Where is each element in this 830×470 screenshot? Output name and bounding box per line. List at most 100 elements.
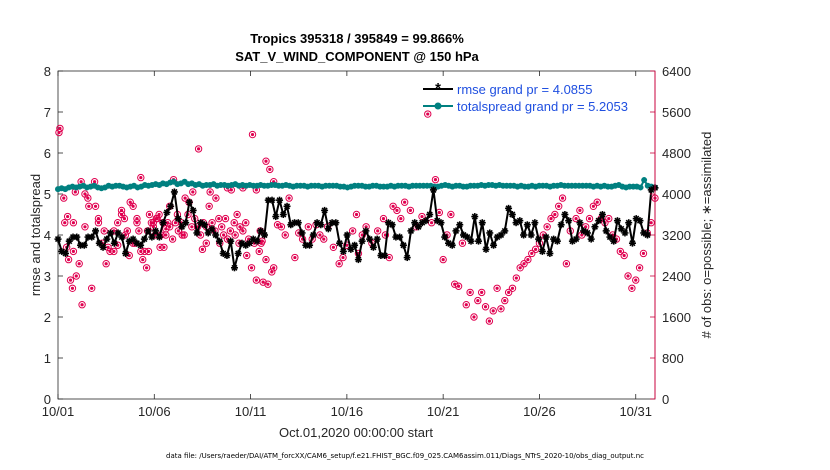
obs-assimilated-point <box>553 212 557 217</box>
rmse-point <box>73 233 81 241</box>
obs-possible-point <box>155 210 163 219</box>
right-axis: 0 800 1600 2400 3200 4000 4800 5600 6400 <box>650 64 691 407</box>
obs-possible-point <box>320 235 328 243</box>
obs-assimilated-point <box>641 251 646 256</box>
x-tick-label: 10/11 <box>235 404 267 419</box>
rmse-point <box>546 249 554 257</box>
obs-assimilated-point <box>618 249 622 253</box>
obs-possible-point <box>61 219 69 227</box>
obs-assimilated-point <box>238 225 242 229</box>
rmse-point <box>152 227 160 235</box>
y-tick-label: 7 <box>44 105 51 120</box>
obs-assimilated-point <box>233 233 237 237</box>
obs-possible-point <box>84 194 92 202</box>
obs-assimilated-point <box>587 217 592 221</box>
obs-assimilated-point <box>127 253 131 258</box>
obs-assimilated-point <box>345 243 349 247</box>
obs-possible-point <box>68 284 77 292</box>
rmse-point <box>336 239 344 247</box>
obs-assimilated-point <box>259 241 263 245</box>
obs-assimilated-point <box>143 249 147 253</box>
obs-assimilated-point <box>92 180 97 184</box>
rmse-point <box>163 208 171 216</box>
obs-assimilated-point <box>210 221 214 225</box>
obs-possible-point <box>94 219 103 227</box>
obs-assimilated-point <box>151 225 155 229</box>
obs-possible-point <box>162 231 170 239</box>
rmse-point <box>591 223 599 231</box>
obs-assimilated-point <box>217 217 221 221</box>
legend-spread-label: totalspread grand pr = 5.2053 <box>457 99 628 114</box>
rmse-point <box>167 202 175 210</box>
rmse-point <box>505 204 513 212</box>
rmse-point <box>223 252 231 259</box>
rmse-point <box>298 229 306 237</box>
obs-possible-point <box>174 227 183 235</box>
obs-possible-point <box>424 110 432 118</box>
y2-tick-label: 800 <box>662 351 684 366</box>
obs-possible-point <box>63 212 72 221</box>
obs-possible-point <box>551 210 559 219</box>
x-tick-label: 10/16 <box>331 404 364 419</box>
rmse-point <box>306 241 314 249</box>
obs-assimilated-point <box>476 299 480 303</box>
rmse-point <box>200 221 208 229</box>
obs-possible-point <box>135 227 143 235</box>
obs-assimilated-point <box>225 237 230 241</box>
obs-assimilated-point <box>483 305 488 309</box>
obs-assimilated-point <box>249 266 254 270</box>
obs-assimilated-point <box>137 229 141 233</box>
obs-assimilated-point <box>214 196 218 200</box>
rmse-point <box>527 231 535 239</box>
obs-assimilated-point <box>456 284 461 288</box>
obs-assimilated-point <box>510 286 515 290</box>
obs-possible-point <box>100 227 108 235</box>
rmse-point <box>159 219 167 227</box>
obs-possible-point <box>248 130 257 139</box>
rmse-point <box>279 211 287 218</box>
obs-assimilated-point <box>182 233 186 237</box>
obs-possible-point <box>639 249 648 258</box>
obs-assimilated-point <box>591 204 595 208</box>
obs-assimilated-point <box>157 212 161 217</box>
rmse-point <box>429 186 437 194</box>
obs-assimilated-point <box>331 245 335 249</box>
obs-assimilated-point <box>228 229 232 233</box>
rmse-point <box>185 198 193 206</box>
obs-assimilated-point <box>630 286 634 290</box>
obs-possible-point <box>194 145 203 153</box>
rmse-point <box>137 241 145 249</box>
rmse-point <box>448 241 456 249</box>
obs-assimilated-point <box>649 221 653 225</box>
legend-rmse-marker: * <box>435 80 441 97</box>
obs-assimilated-point <box>112 229 116 233</box>
rmse-point <box>595 217 603 225</box>
obs-assimilated-point <box>222 233 226 237</box>
y2-tick-label: 0 <box>662 392 669 407</box>
y-tick-label: 8 <box>44 64 51 79</box>
rmse-point <box>561 211 569 218</box>
obs-assimilated-point <box>564 262 569 266</box>
obs-possible-point <box>205 202 213 211</box>
obs-possible-point <box>153 214 161 223</box>
obs-assimilated-point <box>183 196 187 200</box>
obs-assimilated-point <box>518 266 522 270</box>
legend-rmse-label: rmse grand pr = 4.0855 <box>457 82 593 97</box>
obs-possible-point <box>114 219 122 227</box>
rmse-point <box>441 233 449 241</box>
obs-assimilated-point <box>264 258 268 262</box>
obs-possible-point <box>547 214 555 223</box>
obs-possible-point <box>352 210 361 219</box>
obs-assimilated-point <box>250 132 255 137</box>
rmse-point <box>557 221 565 229</box>
obs-assimilated-point <box>595 200 599 204</box>
obs-possible-point <box>291 253 299 262</box>
y-tick-label: 0 <box>44 392 51 407</box>
rmse-point <box>508 211 516 218</box>
rmse-point <box>388 221 396 229</box>
obs-assimilated-point <box>204 241 208 245</box>
obs-assimilated-point <box>190 225 194 229</box>
left-axis: 0 1 2 3 4 5 6 7 8 <box>44 64 63 407</box>
obs-possible-point <box>78 301 86 309</box>
obs-possible-point <box>120 214 129 223</box>
